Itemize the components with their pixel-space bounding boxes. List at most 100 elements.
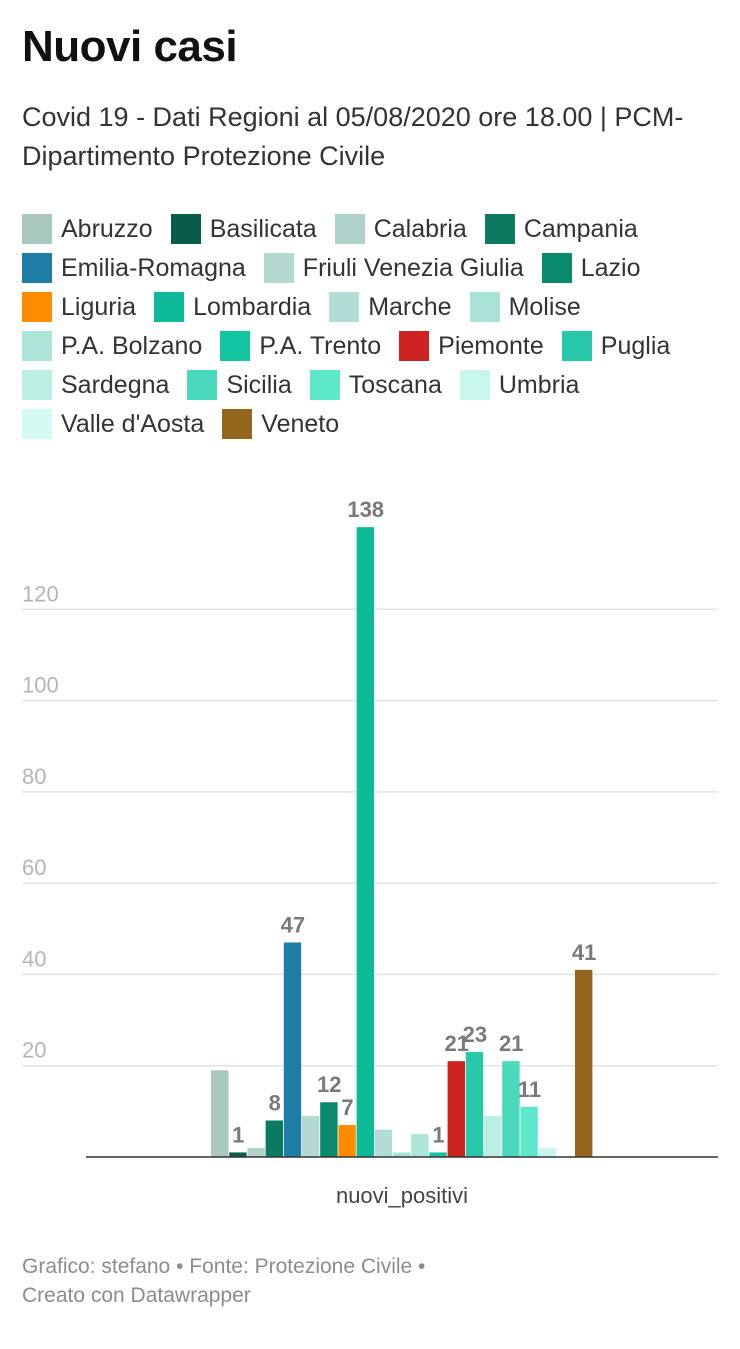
legend-label: Valle d'Aosta — [61, 409, 205, 438]
bar-sicilia — [502, 1061, 520, 1157]
legend-label: Toscana — [348, 370, 442, 399]
legend-label: Basilicata — [209, 214, 317, 243]
x-category-label: nuovi_positivi — [336, 1183, 468, 1208]
legend-label: Umbria — [498, 370, 580, 399]
legend-swatch — [329, 292, 360, 322]
legend-swatch — [154, 292, 185, 322]
legend-label: Liguria — [61, 292, 137, 321]
legend-item: Valle d'Aosta — [22, 409, 204, 439]
legend-item: P.A. Bolzano — [22, 331, 202, 361]
chart-title: Nuovi casi — [22, 22, 238, 71]
legend-label: Friuli Venezia Giulia — [302, 253, 524, 282]
data-label: 23 — [463, 1022, 487, 1047]
legend-swatch — [22, 214, 52, 244]
legend-label: Piemonte — [438, 331, 544, 360]
bar-marche — [374, 1129, 393, 1157]
data-label: 1 — [432, 1122, 444, 1147]
legend-label: Marche — [368, 292, 452, 321]
bar-abruzzo — [211, 1070, 229, 1157]
legend-item: Lazio — [541, 253, 641, 283]
bar-umbria — [538, 1147, 556, 1157]
legend-swatch — [561, 331, 592, 361]
bar-basilicata — [229, 1152, 247, 1157]
footer-credit: Grafico: stefano • Fonte: Protezione Civ… — [22, 1255, 426, 1278]
legend-item: Calabria — [334, 214, 467, 244]
legend-swatch — [309, 370, 340, 400]
bar-p-a-trento — [429, 1152, 447, 1157]
chart-legend: Abruzzo Basilicata Calabria Campania Emilia-… — [22, 214, 722, 439]
bar-calabria — [247, 1147, 265, 1157]
legend-label: Sicilia — [226, 370, 292, 399]
legend-item: Veneto — [222, 409, 339, 439]
data-label: 1 — [232, 1122, 244, 1147]
bar-campania — [265, 1120, 283, 1157]
legend-label: Emilia-Romagna — [61, 253, 246, 282]
legend-label: Sardegna — [61, 370, 170, 399]
bar-piemonte — [447, 1061, 465, 1157]
legend-label: Abruzzo — [61, 214, 153, 243]
bar-molise — [393, 1152, 411, 1157]
data-label: 11 — [518, 1077, 541, 1102]
data-label: 21 — [499, 1031, 523, 1056]
data-label: 41 — [572, 940, 596, 965]
legend-label: Puglia — [600, 331, 671, 360]
legend-swatch — [22, 331, 52, 361]
y-tick-label: 120 — [22, 581, 59, 606]
legend-swatch — [22, 370, 52, 400]
bar-sardegna — [484, 1115, 502, 1157]
legend-swatch — [399, 331, 430, 361]
legend-swatch — [541, 253, 572, 283]
legend-swatch — [22, 253, 52, 283]
chart-footer: Grafico: stefano • Fonte: Protezione Civ… — [22, 1252, 425, 1310]
legend-swatch — [22, 409, 52, 439]
legend-label: Lazio — [580, 253, 641, 282]
legend-item: Piemonte — [399, 331, 544, 361]
legend-item: P.A. Trento — [220, 331, 381, 361]
legend-item: Sicilia — [187, 370, 292, 400]
legend-swatch — [170, 214, 201, 244]
data-label: 8 — [269, 1090, 281, 1115]
legend-label: P.A. Trento — [259, 331, 382, 360]
legend-item: Basilicata — [170, 214, 317, 244]
legend-item: Abruzzo — [22, 214, 153, 244]
legend-item: Friuli Venezia Giulia — [263, 253, 524, 283]
y-tick-label: 80 — [22, 764, 46, 789]
bar-puglia — [465, 1052, 484, 1157]
bar-p-a-bolzano — [411, 1134, 429, 1157]
legend-item: Toscana — [309, 370, 442, 400]
bar-emilia-romagna — [283, 942, 302, 1157]
y-tick-label: 100 — [22, 673, 59, 698]
y-tick-label: 60 — [22, 855, 46, 880]
legend-item: Molise — [469, 292, 581, 322]
y-tick-label: 40 — [22, 946, 46, 971]
legend-swatch — [469, 292, 500, 322]
legend-swatch — [263, 253, 294, 283]
data-label: 7 — [341, 1095, 353, 1120]
bar-lombardia — [356, 527, 374, 1157]
legend-swatch — [459, 370, 490, 400]
data-label: 12 — [317, 1072, 341, 1097]
data-label: 21 — [444, 1031, 468, 1056]
chart-subtitle: Covid 19 - Dati Regioni al 05/08/2020 or… — [22, 102, 684, 171]
y-tick-label: 20 — [22, 1038, 46, 1063]
legend-item: Puglia — [561, 331, 671, 361]
bar-lazio — [320, 1102, 338, 1157]
legend-label: Campania — [523, 214, 638, 243]
legend-item: Liguria — [22, 292, 136, 322]
legend-item: Emilia-Romagna — [22, 253, 246, 283]
legend-swatch — [484, 214, 515, 244]
legend-swatch — [334, 214, 365, 244]
bar-veneto — [575, 969, 593, 1157]
bar-liguria — [338, 1125, 356, 1157]
legend-swatch — [22, 292, 52, 322]
bar-toscana — [520, 1106, 538, 1157]
legend-item: Sardegna — [22, 370, 169, 400]
data-label: 138 — [347, 497, 384, 522]
legend-swatch — [220, 331, 251, 361]
legend-label: Lombardia — [193, 292, 312, 321]
legend-label: P.A. Bolzano — [61, 331, 203, 360]
legend-item: Lombardia — [154, 292, 311, 322]
legend-swatch — [187, 370, 218, 400]
legend-label: Molise — [508, 292, 581, 321]
